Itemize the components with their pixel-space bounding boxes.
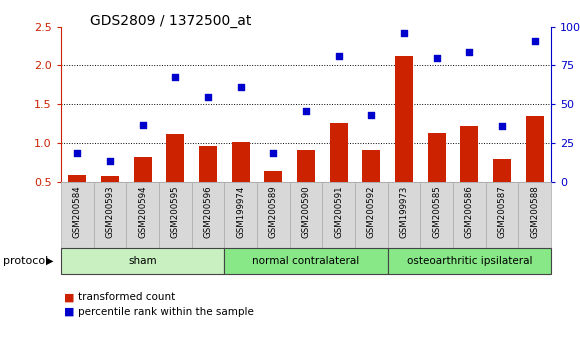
Text: GSM200596: GSM200596 bbox=[204, 185, 212, 238]
Bar bbox=[68, 175, 86, 182]
Text: GSM200591: GSM200591 bbox=[334, 185, 343, 238]
Bar bbox=[387, 182, 420, 248]
Bar bbox=[297, 150, 315, 182]
Text: GSM199974: GSM199974 bbox=[236, 185, 245, 238]
Point bbox=[530, 38, 539, 44]
Text: normal contralateral: normal contralateral bbox=[252, 256, 360, 266]
Bar bbox=[395, 56, 413, 182]
Point bbox=[432, 55, 441, 61]
Point bbox=[72, 151, 82, 156]
Bar bbox=[166, 134, 184, 182]
Text: ▶: ▶ bbox=[46, 256, 53, 266]
Bar bbox=[453, 182, 485, 248]
Point bbox=[203, 94, 212, 99]
Text: GSM200593: GSM200593 bbox=[106, 185, 114, 238]
Point bbox=[138, 122, 147, 127]
Text: GSM200584: GSM200584 bbox=[72, 185, 82, 238]
Bar bbox=[461, 126, 478, 182]
Bar bbox=[322, 182, 355, 248]
Point bbox=[334, 53, 343, 59]
Bar bbox=[224, 182, 257, 248]
Text: GSM200588: GSM200588 bbox=[530, 185, 539, 238]
Bar bbox=[257, 182, 289, 248]
Bar bbox=[199, 146, 217, 182]
Text: GSM200590: GSM200590 bbox=[302, 185, 310, 238]
Bar bbox=[101, 176, 119, 182]
Text: ■: ■ bbox=[64, 307, 74, 316]
Point bbox=[399, 30, 408, 36]
Text: osteoarthritic ipsilateral: osteoarthritic ipsilateral bbox=[407, 256, 532, 266]
Bar bbox=[420, 182, 453, 248]
Point bbox=[171, 74, 180, 80]
Text: GSM200594: GSM200594 bbox=[138, 185, 147, 238]
Bar bbox=[231, 142, 249, 182]
Bar bbox=[133, 156, 151, 182]
Text: percentile rank within the sample: percentile rank within the sample bbox=[78, 307, 254, 316]
Bar bbox=[264, 171, 282, 182]
Text: GSM200592: GSM200592 bbox=[367, 185, 376, 238]
Bar bbox=[355, 182, 387, 248]
Text: ■: ■ bbox=[64, 292, 74, 302]
Text: GSM200585: GSM200585 bbox=[432, 185, 441, 238]
Point bbox=[236, 85, 245, 90]
Text: GSM200589: GSM200589 bbox=[269, 185, 278, 238]
Bar bbox=[61, 248, 224, 274]
Bar bbox=[61, 182, 93, 248]
Text: GSM200586: GSM200586 bbox=[465, 185, 474, 238]
Bar bbox=[525, 116, 543, 182]
Point bbox=[465, 50, 474, 55]
Bar bbox=[519, 182, 551, 248]
Text: GSM200587: GSM200587 bbox=[498, 185, 506, 238]
Bar bbox=[427, 133, 445, 182]
Bar bbox=[93, 182, 126, 248]
Bar bbox=[289, 182, 322, 248]
Point bbox=[498, 124, 507, 129]
Point bbox=[367, 113, 376, 118]
Bar bbox=[191, 182, 224, 248]
Point bbox=[269, 150, 278, 155]
Bar bbox=[362, 150, 380, 182]
Bar bbox=[387, 248, 551, 274]
Bar bbox=[329, 123, 347, 182]
Text: transformed count: transformed count bbox=[78, 292, 176, 302]
Text: GSM199973: GSM199973 bbox=[400, 185, 408, 238]
Text: protocol: protocol bbox=[3, 256, 48, 266]
Bar bbox=[224, 248, 387, 274]
Text: GDS2809 / 1372500_at: GDS2809 / 1372500_at bbox=[90, 14, 251, 28]
Text: sham: sham bbox=[128, 256, 157, 266]
Bar bbox=[159, 182, 191, 248]
Text: GSM200595: GSM200595 bbox=[171, 185, 180, 238]
Point bbox=[106, 158, 115, 163]
Bar bbox=[126, 182, 159, 248]
Bar bbox=[493, 159, 511, 182]
Point bbox=[302, 108, 311, 114]
Bar bbox=[485, 182, 519, 248]
